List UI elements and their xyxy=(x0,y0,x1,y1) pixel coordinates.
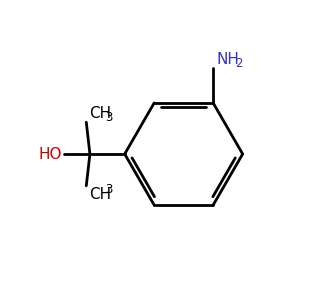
Text: HO: HO xyxy=(38,147,62,161)
Text: 3: 3 xyxy=(106,111,113,124)
Text: NH: NH xyxy=(216,52,239,67)
Text: 3: 3 xyxy=(106,183,113,196)
Text: CH: CH xyxy=(89,187,111,202)
Text: CH: CH xyxy=(89,106,111,121)
Text: 2: 2 xyxy=(235,57,242,70)
